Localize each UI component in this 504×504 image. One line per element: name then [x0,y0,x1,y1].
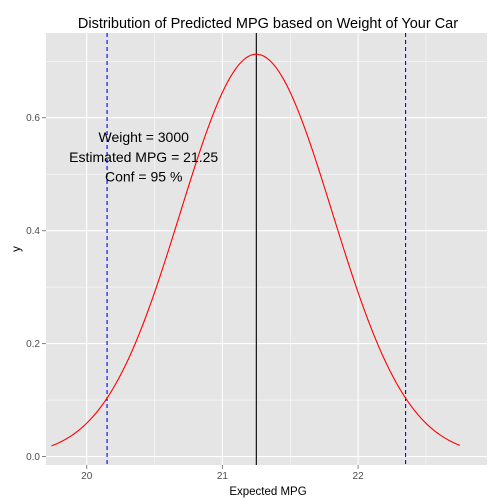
y-axis-title: y [11,246,23,252]
y-tick-label: 0.4 [26,226,40,237]
x-tick-label: 21 [217,471,229,482]
annotation-line: Estimated MPG = 21.25 [69,149,218,165]
axis-ticks: 20 21 22 0.0 0.2 0.4 0.6 [26,113,364,482]
annotation-line: Conf = 95 % [105,169,182,185]
x-axis-title: Expected MPG [229,486,306,498]
y-tick-label: 0.0 [26,452,40,463]
y-tick-label: 0.6 [26,113,40,124]
x-tick-label: 22 [353,471,365,482]
y-tick-label: 0.2 [26,339,40,350]
grid-lines [46,33,487,465]
density-curve [51,53,461,447]
reference-lines [106,33,407,465]
x-tick-label: 20 [81,471,93,482]
annotation-text: Weight = 3000 Estimated MPG = 21.25 Conf =… [69,129,218,185]
annotation-line: Weight = 3000 [98,129,189,145]
chart-title: Distribution of Predicted MPG based on W… [78,16,458,32]
plot-panel [46,33,487,465]
